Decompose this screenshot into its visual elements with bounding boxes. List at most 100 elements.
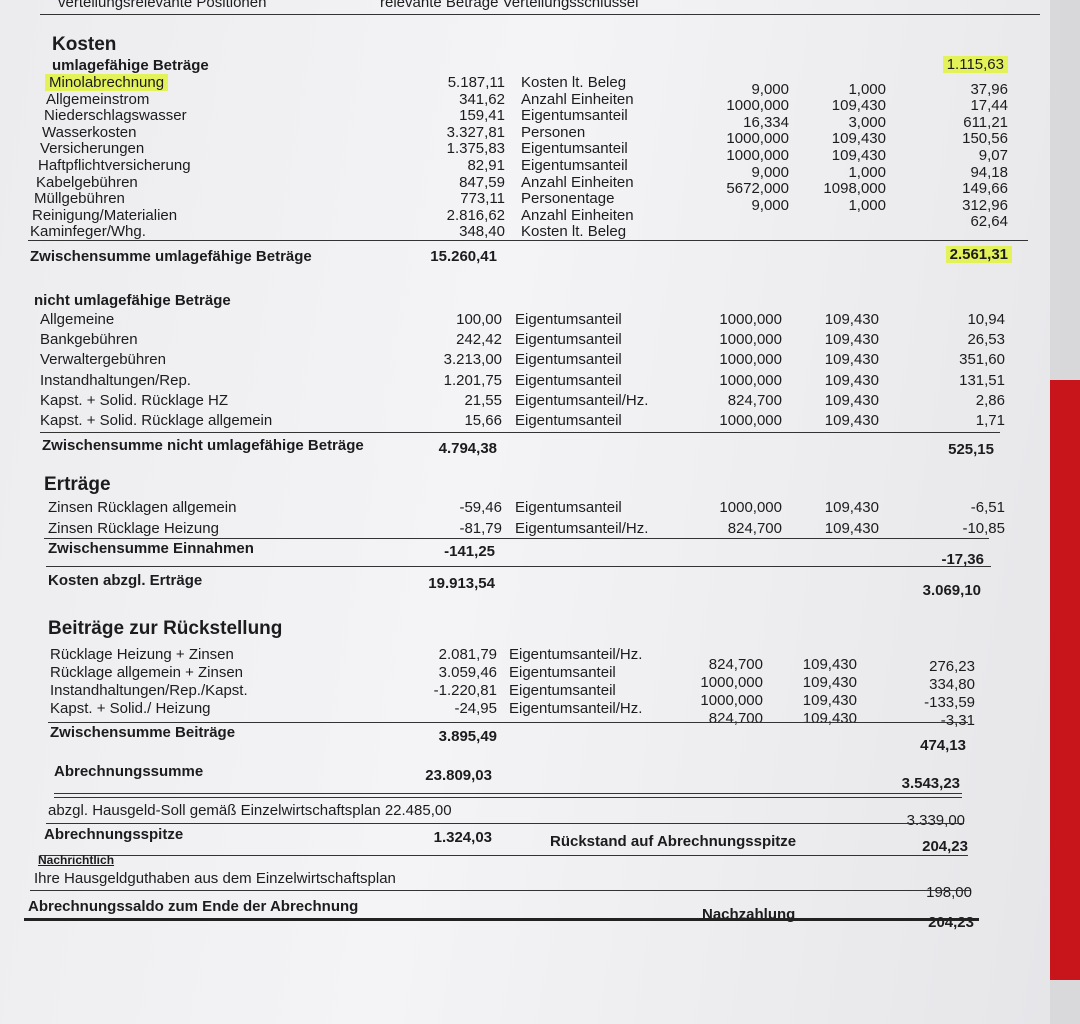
divider — [40, 432, 1000, 433]
divider — [28, 240, 1028, 241]
total-units: 1000,000 — [719, 311, 782, 328]
total-units: 9,000 — [751, 80, 789, 98]
item-key: Personentage — [521, 190, 615, 208]
arrears-label: Rückstand auf Abrechnungsspitze — [550, 833, 797, 850]
item-label: Kapst. + Solid. Rücklage HZ — [40, 391, 229, 409]
total-units: 1000,000 — [719, 371, 782, 389]
item-key: Anzahl Einheiten — [521, 173, 634, 191]
share-amount: 94,18 — [970, 163, 1008, 181]
subtotal-label: Zwischensumme umlagefähige Beträge — [30, 248, 312, 265]
column-header: verteilungsrelevante Positionen — [58, 0, 267, 11]
share-amount: 150,56 — [962, 130, 1008, 148]
total-units: 1000,000 — [719, 351, 782, 369]
subtotal-amount: -141,25 — [444, 543, 495, 560]
item-amount: -1.220,81 — [433, 682, 497, 699]
total-units: 1000,000 — [719, 499, 782, 516]
credit-result: 198,00 — [926, 884, 972, 901]
item-label: Zinsen Rücklagen allgemein — [48, 499, 237, 516]
share-amount: -3,31 — [940, 712, 975, 729]
document-paper — [0, 0, 1050, 1024]
item-amount: 1.201,75 — [443, 371, 502, 389]
item-key: Eigentumsanteil — [515, 371, 622, 389]
item-amount: 3.327,81 — [446, 123, 505, 141]
divider — [40, 14, 1040, 15]
share-amount: -6,51 — [970, 499, 1005, 516]
item-amount: 82,91 — [467, 157, 505, 174]
own-units: 109,430 — [802, 656, 857, 673]
total-units: 1000,000 — [700, 692, 763, 709]
section-title: Erträge — [44, 474, 111, 495]
item-amount: 1.375,83 — [446, 140, 505, 158]
divider — [24, 918, 979, 921]
own-units: 3,000 — [848, 113, 886, 131]
item-amount: 100,00 — [456, 311, 502, 328]
total-units: 1000,000 — [700, 674, 763, 691]
item-key: Eigentumsanteil/Hz. — [509, 646, 643, 663]
item-amount: -24,95 — [454, 700, 497, 717]
item-label: Versicherungen — [40, 140, 145, 158]
subtotal-label: Zwischensumme Beiträge — [50, 724, 236, 741]
item-label: Reinigung/Materialien — [32, 206, 178, 224]
item-key: Eigentumsanteil — [509, 682, 616, 699]
own-units: 109,430 — [824, 331, 879, 349]
total-units: 1000,000 — [726, 97, 789, 115]
own-units: 109,430 — [831, 130, 886, 148]
highlighted-value: 2.561,31 — [945, 246, 1012, 263]
item-amount: 348,40 — [459, 223, 505, 241]
total-units: 1000,000 — [719, 331, 782, 349]
own-units: 109,430 — [824, 311, 879, 328]
share-amount: 611,21 — [963, 113, 1008, 131]
subtotal-result: 525,15 — [948, 441, 994, 458]
own-units: 109,430 — [824, 371, 879, 389]
share-amount: 334,80 — [929, 676, 975, 693]
background — [1060, 0, 1080, 380]
share-amount: -133,59 — [924, 694, 975, 711]
subtotal-result: 2.561,31 — [712, 246, 1012, 263]
note-heading: Nachrichtlich — [38, 853, 115, 867]
divider — [44, 538, 989, 539]
net-amount: 19.913,54 — [428, 575, 495, 592]
section-title: Kosten — [52, 34, 117, 55]
balance-label: Abrechnungssaldo zum Ende der Abrechnung — [28, 898, 359, 915]
item-key: Eigentumsanteil — [521, 157, 628, 174]
section-title: Beiträge zur Rückstellung — [48, 618, 283, 639]
item-key: Kosten lt. Beleg — [521, 223, 627, 241]
subtotal-amount: 3.895,49 — [438, 728, 497, 745]
total-units: 824,700 — [727, 391, 782, 409]
total-amount: 23.809,03 — [425, 767, 492, 784]
item-label: Haftpflichtversicherung — [38, 157, 191, 174]
own-units: 109,430 — [824, 351, 879, 369]
settlement-peak-label: Abrechnungsspitze — [44, 826, 184, 843]
item-key: Eigentumsanteil — [515, 499, 622, 516]
column-header: relevante Beträge Verteilungsschlüssel — [380, 0, 639, 11]
own-units: 109,430 — [824, 499, 879, 516]
total-units: 5672,000 — [726, 180, 789, 198]
divider — [54, 793, 962, 794]
share-amount: 1,71 — [975, 412, 1005, 429]
own-units: 109,430 — [802, 692, 857, 709]
total-units: 1000,000 — [719, 412, 782, 429]
item-label: Instandhaltungen/Rep./Kapst. — [50, 682, 248, 699]
item-key: Eigentumsanteil — [515, 331, 622, 349]
highlighted-value: 1.115,63 — [942, 56, 1008, 73]
item-key: Kosten lt. Beleg — [521, 74, 627, 91]
own-units: 1098,000 — [823, 180, 886, 198]
share-amount: 276,23 — [929, 658, 975, 675]
item-key: Eigentumsanteil — [515, 412, 622, 429]
item-label: Müllgebühren — [34, 190, 125, 208]
item-key: Eigentumsanteil/Hz. — [515, 391, 649, 409]
total-units: 9,000 — [751, 196, 789, 214]
total-units: 1000,000 — [726, 130, 789, 148]
item-key: Anzahl Einheiten — [521, 90, 634, 108]
divider — [30, 890, 970, 891]
item-amount: 341,62 — [459, 90, 505, 108]
item-key: Eigentumsanteil — [515, 311, 622, 328]
divider — [46, 823, 964, 824]
red-background-strip — [1050, 380, 1080, 980]
item-label: Kapst. + Solid./ Heizung — [50, 700, 211, 717]
item-label: Kaminfeger/Whg. — [30, 223, 146, 241]
item-key: Personen — [521, 123, 586, 141]
own-units: 109,430 — [824, 391, 879, 409]
balance-result: 204,23 — [928, 914, 974, 931]
item-label: Kapst. + Solid. Rücklage allgemein — [40, 412, 273, 429]
